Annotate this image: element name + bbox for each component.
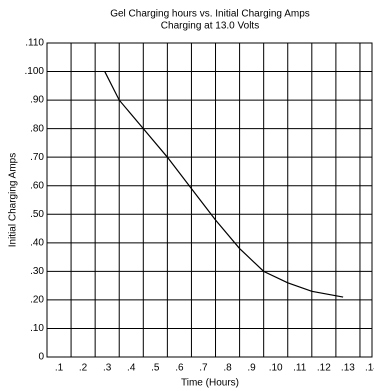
x-tick-label: .9 (247, 363, 256, 374)
chart-subtitle: Charging at 13.0 Volts (161, 21, 259, 32)
x-tick-label: .12 (317, 363, 331, 374)
y-axis-label: Initial Charging Amps (8, 153, 19, 248)
x-tick-label: .5 (151, 363, 160, 374)
y-tick-label: 0 (38, 352, 44, 363)
x-tick-label: .14 (365, 363, 374, 374)
x-tick-label: .8 (223, 363, 232, 374)
y-tick-label: .60 (30, 180, 44, 191)
x-tick-label: .7 (199, 363, 208, 374)
y-tick-label: .80 (30, 123, 44, 134)
y-tick-label: .50 (30, 209, 44, 220)
x-tick-label: .4 (127, 363, 136, 374)
y-tick-label: .40 (30, 237, 44, 248)
y-tick-label: .30 (30, 266, 44, 277)
x-tick-label: .6 (175, 363, 184, 374)
y-tick-label: .10 (30, 323, 44, 334)
y-tick-label: .20 (30, 295, 44, 306)
x-tick-label: .3 (103, 363, 112, 374)
x-axis-label: Time (Hours) (181, 378, 239, 389)
chart-title: Gel Charging hours vs. Initial Charging … (110, 9, 310, 20)
data-line (104, 71, 344, 298)
x-tick-label: .1 (55, 363, 64, 374)
x-tick-label: .11 (293, 363, 307, 374)
x-tick-label: .2 (79, 363, 88, 374)
y-tick-label: .90 (30, 95, 44, 106)
y-tick-label: .100 (25, 66, 45, 77)
x-tick-label: .13 (341, 363, 355, 374)
y-tick-label: .70 (30, 152, 44, 163)
plot-frame (46, 42, 373, 358)
x-tick-label: .10 (269, 363, 283, 374)
y-tick-label: .110 (25, 38, 44, 49)
